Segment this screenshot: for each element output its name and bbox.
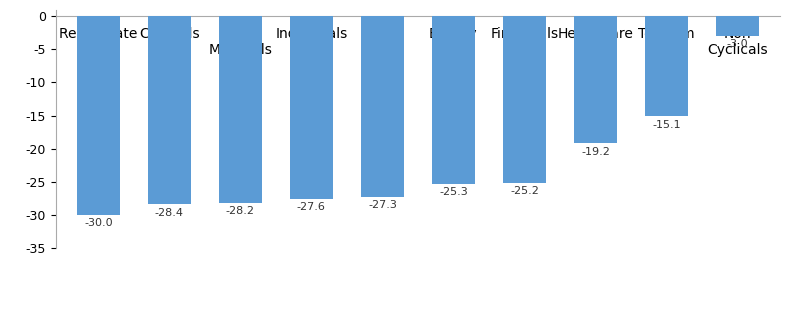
Bar [432,16,474,184]
Text: -30.0: -30.0 [84,218,113,228]
Bar [290,16,333,199]
Text: -19.2: -19.2 [581,147,610,157]
Text: -28.4: -28.4 [155,208,184,218]
Text: -3.0: -3.0 [727,39,748,49]
Bar [503,16,546,183]
Bar [219,16,262,203]
Bar [645,16,688,116]
Text: -25.2: -25.2 [510,186,539,197]
Bar [148,16,191,204]
Text: -27.6: -27.6 [297,202,326,212]
Text: -15.1: -15.1 [652,120,681,129]
Text: -27.3: -27.3 [368,200,397,210]
Text: -28.2: -28.2 [226,206,255,216]
Text: -25.3: -25.3 [439,187,468,197]
Bar [574,16,617,143]
Bar [77,16,119,215]
Bar [361,16,404,197]
Bar [716,16,759,36]
